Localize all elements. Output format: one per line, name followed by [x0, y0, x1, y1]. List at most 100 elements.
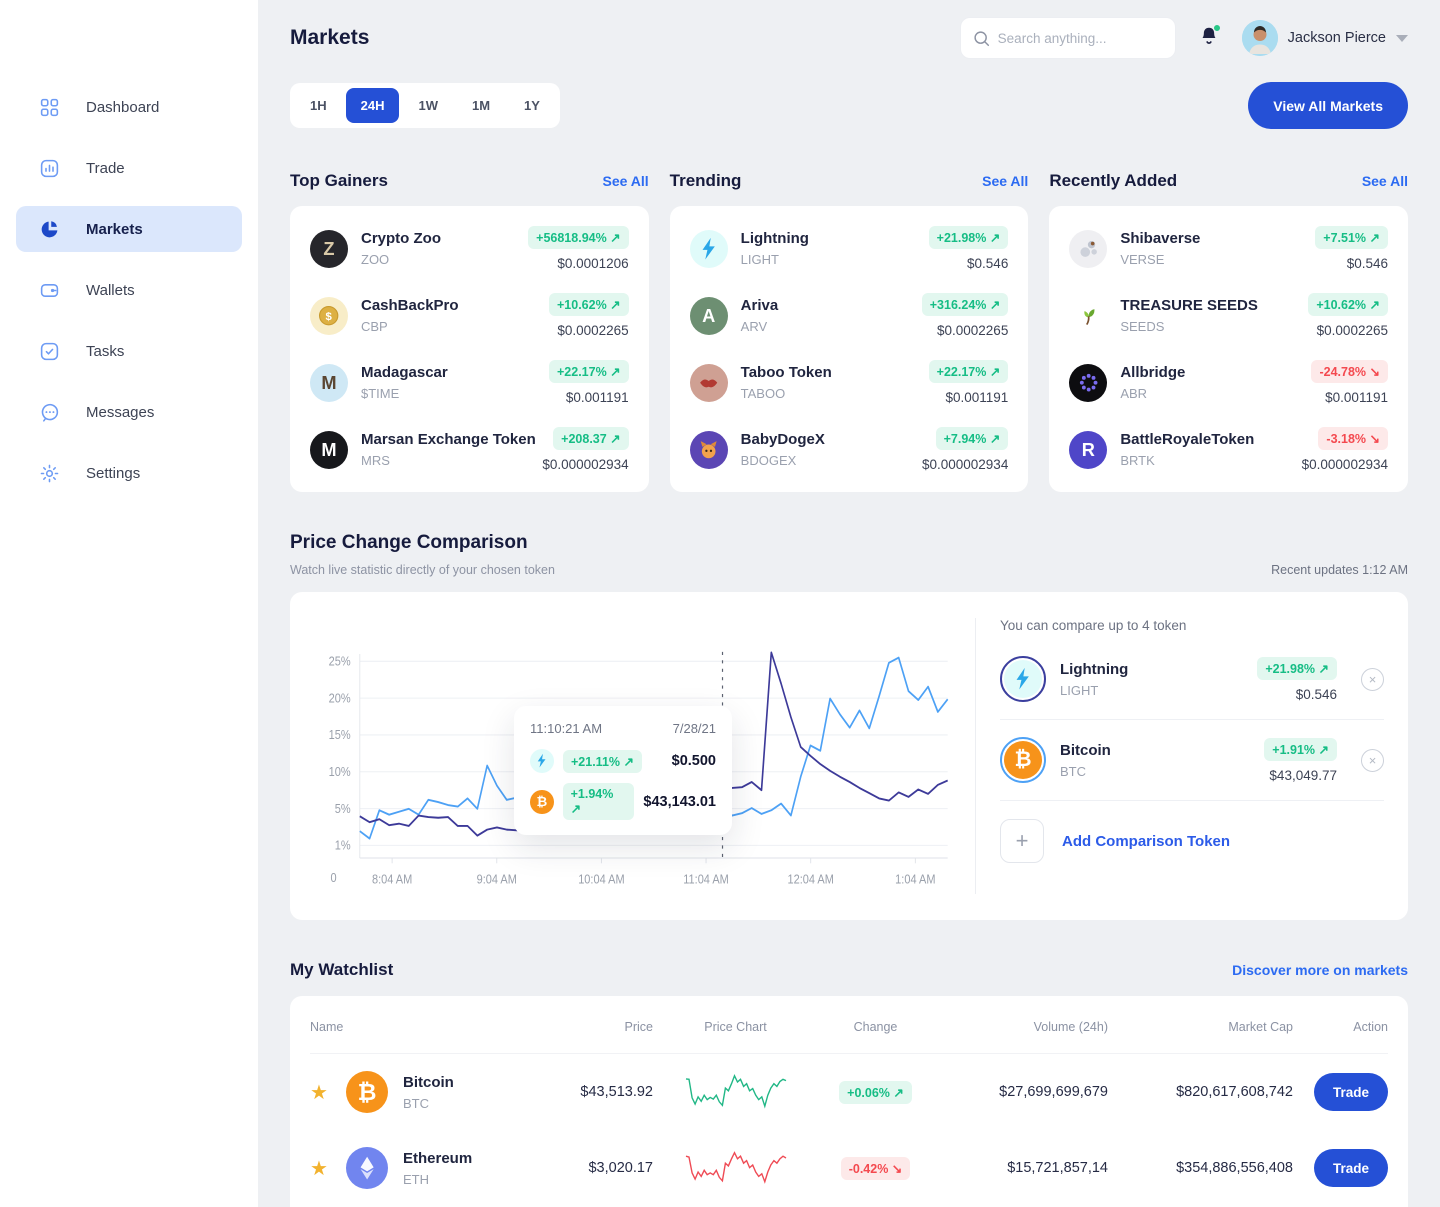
remove-token-button[interactable]: × [1361, 748, 1384, 772]
token-list-item[interactable]: Allbridge ABR -24.78% ↘ $0.001191 [1069, 349, 1388, 416]
token-identity: Lightning LIGHT [689, 229, 809, 268]
chevron-down-icon [1396, 34, 1408, 42]
watchlist-title: My Watchlist [290, 960, 394, 979]
add-token-button[interactable]: + [1000, 819, 1044, 863]
sidebar-item-settings[interactable]: Settings [16, 450, 242, 496]
avatar [1241, 20, 1278, 56]
svg-text:$: $ [326, 311, 333, 323]
timeframe-tab-1m[interactable]: 1M [471, 98, 491, 113]
search-input[interactable] [997, 30, 1163, 46]
token-list-item[interactable]: A Ariva ARV +316.24% ↗ $0.0002265 [689, 282, 1009, 349]
user-menu[interactable]: Jackson Pierce [1241, 20, 1408, 56]
sidebar-item-wallets[interactable]: Wallets [16, 267, 242, 313]
token-list-item[interactable]: $ CashBackPro CBP +10.62% ↗ $0.0002265 [310, 282, 629, 349]
token-names: TREASURE SEEDS SEEDS [1120, 297, 1258, 334]
token-metrics: +7.51% ↗ $0.546 [1315, 226, 1388, 271]
sidebar-item-messages[interactable]: Messages [16, 389, 242, 435]
token-identity: A Ariva ARV [689, 296, 778, 335]
token-list-item[interactable]: Lightning LIGHT +21.98% ↗ $0.546 [689, 215, 1009, 282]
marsan-exchange-token-icon: M [310, 430, 348, 469]
token-name: Madagascar [361, 364, 448, 381]
token-price: $0.546 [1346, 256, 1388, 271]
token-price: $43,513.92 [580, 1084, 653, 1100]
comparison-token-row: ₿ Bitcoin BTC +1.91% ↗ $43,049.77 × [1000, 720, 1384, 801]
sidebar-item-tasks[interactable]: Tasks [16, 328, 242, 374]
shibaverse-icon [1069, 229, 1108, 268]
change-badge: +10.62% ↗ [549, 293, 629, 316]
token-symbol: ETH [403, 1171, 429, 1187]
timeframe-tab-1w[interactable]: 1W [418, 98, 438, 113]
change-badge: +7.51% ↗ [1315, 226, 1388, 249]
trade-button[interactable]: Trade [1313, 1149, 1388, 1187]
token-identity: Allbridge ABR [1069, 363, 1186, 402]
sidebar-item-trade[interactable]: Trade [16, 145, 242, 191]
favorite-star-icon[interactable]: ★ [310, 1081, 328, 1104]
discover-markets-link[interactable]: Discover more on markets [1232, 962, 1408, 978]
token-list-item[interactable]: M Madagascar $TIME +22.17% ↗ $0.001191 [310, 349, 629, 416]
token-metrics: +10.62% ↗ $0.0002265 [549, 293, 629, 338]
price-sparkline [653, 1145, 818, 1191]
allbridge-icon [1069, 363, 1108, 402]
search-box[interactable] [959, 17, 1176, 59]
svg-text:8:04 AM: 8:04 AM [372, 872, 412, 887]
page-title: Markets [290, 26, 370, 49]
favorite-star-icon[interactable]: ★ [310, 1157, 328, 1180]
change-badge: +208.37 ↗ [553, 427, 629, 450]
add-comparison-label[interactable]: Add Comparison Token [1062, 832, 1231, 850]
token-change: -0.42% ↘ [818, 1156, 933, 1180]
chart-tooltip: 11:10:21 AM 7/28/21 +21.11% ↗ $0.500 ₿ +1.9… [514, 706, 732, 835]
token-name: Allbridge [1120, 364, 1186, 381]
timeframe-tab-1y[interactable]: 1Y [524, 98, 540, 113]
sidebar-item-label: Settings [86, 464, 141, 482]
token-list-item[interactable]: TREASURE SEEDS SEEDS +10.62% ↗ $0.0002265 [1069, 282, 1388, 349]
tooltip-token-row: +21.11% ↗ $0.500 [530, 749, 716, 773]
token-symbol: ARV [740, 319, 768, 334]
user-name: Jackson Pierce [1287, 30, 1386, 46]
token-names: Bitcoin BTC [1060, 742, 1250, 779]
watchlist-row: ★ ₿ Bitcoin BTC $43,513.92 +0.06% ↗ $27,699,69… [310, 1054, 1388, 1130]
token-price: $0.000002934 [1301, 457, 1388, 472]
token-market-cap: $820,617,608,742 [1176, 1084, 1293, 1100]
token-names: Bitcoin BTC [403, 1074, 454, 1111]
token-price: $0.001191 [945, 390, 1009, 405]
token-name: Crypto Zoo [361, 230, 441, 247]
timeframe-tab-24h[interactable]: 24H [345, 88, 400, 123]
token-list-item[interactable]: R BattleRoyaleToken BRTK -3.18% ↘ $0.0000029… [1069, 416, 1388, 483]
change-badge: +1.94% ↗ [562, 783, 635, 820]
token-ring [1000, 656, 1046, 702]
watchlist-table: Name Price Price Chart Change Volume (24h) Ma… [290, 996, 1408, 1207]
btc-icon: ₿ [530, 789, 554, 814]
sidebar-item-label: Dashboard [86, 98, 160, 116]
sidebar-item-dashboard[interactable]: Dashboard [16, 84, 242, 130]
see-all-link[interactable]: See All [982, 173, 1029, 189]
notification-bell-icon[interactable] [1198, 23, 1221, 53]
remove-token-button[interactable]: × [1361, 667, 1384, 691]
market-column-header: Trending See All [670, 171, 1029, 191]
bolt-icon [530, 749, 554, 773]
token-list-item[interactable]: Z Crypto Zoo ZOO +56818.94% ↗ $0.0001206 [310, 215, 629, 282]
token-price: $0.001191 [1325, 390, 1388, 405]
see-all-link[interactable]: See All [602, 173, 649, 189]
controls-row: 1H 24H 1W 1M 1Y View All Markets [290, 82, 1408, 129]
sidebar-item-markets[interactable]: Markets [16, 206, 242, 252]
token-price: $0.0002265 [1316, 323, 1388, 338]
token-name: Lightning [740, 230, 809, 247]
token-list-item[interactable]: Taboo Token TABOO +22.17% ↗ $0.001191 [689, 349, 1009, 416]
bitcoin-icon: ₿ [346, 1071, 388, 1113]
token-price: $0.546 [1295, 686, 1337, 702]
trade-button[interactable]: Trade [1313, 1073, 1388, 1111]
svg-text:10:04 AM: 10:04 AM [578, 872, 624, 887]
token-list-item[interactable]: BabyDogeX BDOGEX +7.94% ↗ $0.000002934 [689, 416, 1009, 483]
token-list-item[interactable]: Shibaverse VERSE +7.51% ↗ $0.546 [1069, 215, 1388, 282]
token-list-item[interactable]: M Marsan Exchange Token MRS +208.37 ↗ $0.000… [310, 416, 629, 483]
token-symbol: ABR [1120, 386, 1148, 401]
token-names: CashBackPro CBP [361, 297, 459, 334]
see-all-link[interactable]: See All [1361, 173, 1408, 189]
watchlist-row: ★ Ethereum ETH $3,020.17 -0.42% ↘ $15,721,857… [310, 1130, 1388, 1206]
token-names: Crypto Zoo ZOO [361, 230, 441, 267]
market-column: Recently Added See All Shibaverse VERSE +7.5… [1049, 171, 1408, 492]
timeframe-tab-1h[interactable]: 1H [310, 98, 327, 113]
token-price: $0.0002265 [557, 323, 629, 338]
view-all-markets-button[interactable]: View All Markets [1248, 82, 1408, 129]
wallets-icon [38, 279, 60, 301]
